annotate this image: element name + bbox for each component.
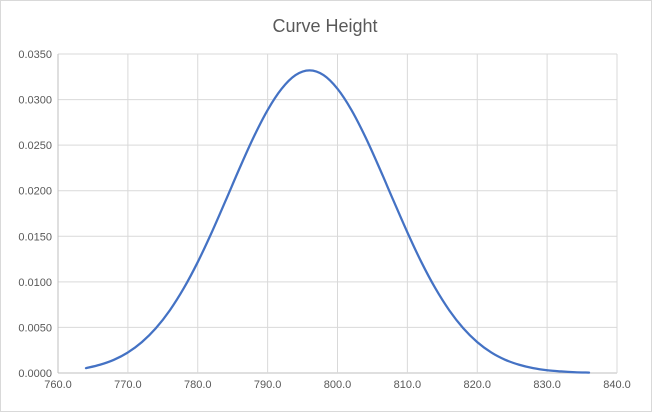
x-tick-label: 800.0: [324, 379, 352, 391]
y-tick-label: 0.0300: [18, 95, 52, 107]
y-tick-label: 0.0100: [18, 277, 52, 289]
x-tick-label: 790.0: [254, 379, 282, 391]
y-tick-label: 0.0350: [18, 49, 52, 61]
x-tick-label: 760.0: [44, 379, 72, 391]
x-tick-label: 770.0: [114, 379, 142, 391]
tick-labels: 0.0000 0.0050 0.0100 0.0150 0.0200 0.0250 0.03…: [18, 49, 630, 391]
gridlines: [57, 53, 618, 374]
y-tick-label: 0.0050: [18, 322, 52, 334]
x-tick-label: 810.0: [394, 379, 422, 391]
x-tick-label: 780.0: [184, 379, 212, 391]
y-tick-label: 0.0250: [18, 140, 52, 152]
y-tick-label: 0.0000: [18, 368, 52, 380]
x-tick-label: 820.0: [463, 379, 491, 391]
y-tick-label: 0.0200: [18, 186, 52, 198]
chart-title: Curve Height: [272, 16, 378, 36]
series-group: [84, 69, 591, 374]
series-line: [84, 69, 591, 374]
x-tick-label: 840.0: [603, 379, 631, 391]
y-tick-label: 0.0150: [18, 231, 52, 243]
x-tick-label: 830.0: [533, 379, 561, 391]
